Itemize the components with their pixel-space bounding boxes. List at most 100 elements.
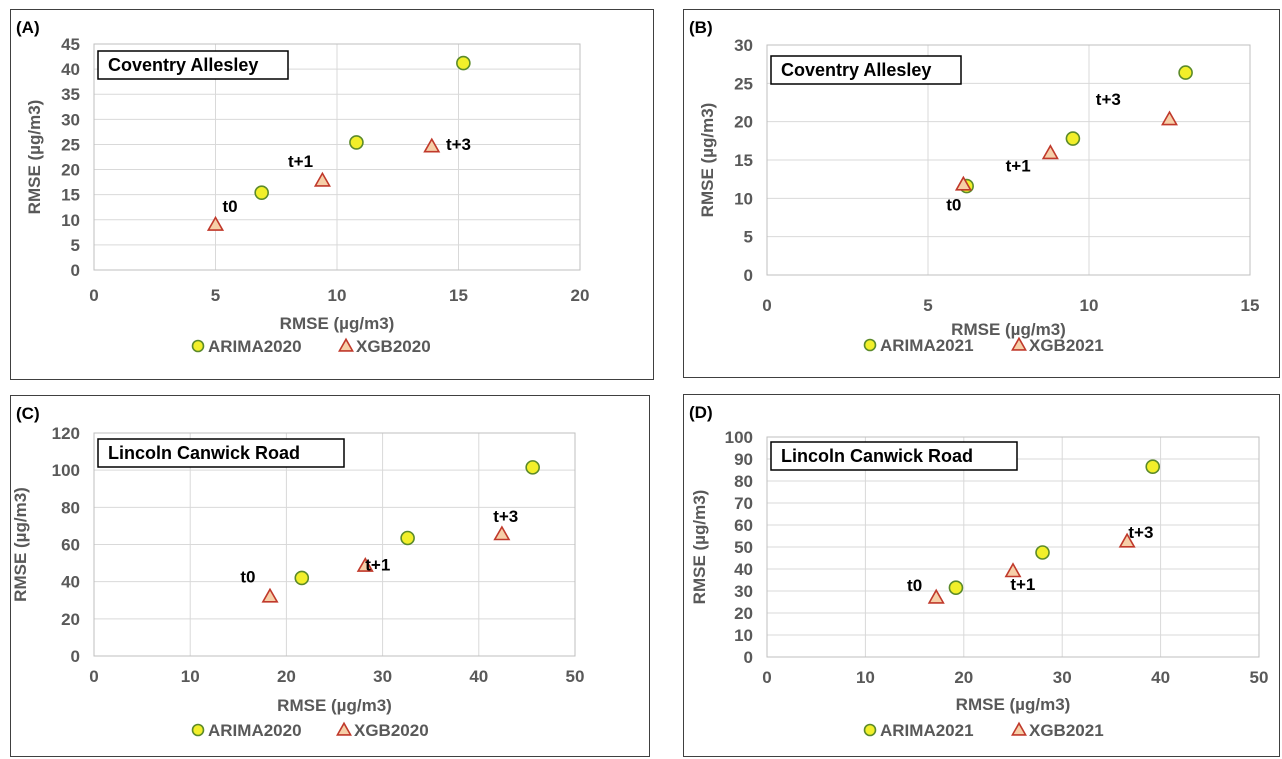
y-tick-label: 100 (725, 428, 753, 447)
x-tick-label: 20 (277, 667, 296, 686)
y-tick-label: 10 (734, 626, 753, 645)
x-tick-label: 10 (1080, 296, 1099, 315)
point-xgb2021 (1161, 110, 1178, 126)
x-axis-title: RMSE (µg/m3) (956, 695, 1071, 714)
station-label: Coventry Allesley (108, 55, 258, 75)
x-axis-title: RMSE (µg/m3) (280, 314, 395, 333)
point-xgb2020 (261, 587, 279, 603)
y-tick-label: 20 (61, 610, 80, 629)
panel-label: (B) (689, 18, 713, 37)
legend-marker-arima2020 (191, 339, 205, 353)
point-annotation: t+3 (1096, 90, 1121, 109)
y-tick-label: 35 (61, 85, 80, 104)
point-xgb2020 (313, 171, 331, 187)
y-axis-title: RMSE (µg/m3) (690, 490, 709, 605)
legend-label: ARIMA2020 (208, 337, 302, 356)
x-tick-label: 5 (211, 286, 220, 305)
y-axis-title: RMSE (µg/m3) (11, 487, 30, 602)
x-axis-title: RMSE (µg/m3) (951, 320, 1066, 339)
plot-area (766, 44, 1251, 276)
point-xgb2021 (1118, 532, 1136, 548)
point-arima2021 (948, 580, 964, 595)
legend-marker-arima2020 (191, 723, 205, 737)
legend-marker-xgb2021 (1011, 336, 1027, 351)
x-tick-label: 5 (923, 296, 932, 315)
y-tick-label: 40 (734, 560, 753, 579)
plot-area (766, 436, 1260, 658)
y-tick-label: 40 (61, 573, 80, 592)
y-tick-label: 45 (61, 35, 80, 54)
y-tick-label: 60 (734, 516, 753, 535)
legend-label: XGB2020 (356, 337, 431, 356)
x-tick-label: 0 (89, 286, 98, 305)
plot-area (93, 43, 581, 271)
y-axis-title: RMSE (µg/m3) (25, 100, 44, 215)
y-tick-label: 80 (734, 472, 753, 491)
legend-label: ARIMA2021 (880, 721, 974, 740)
x-axis-title: RMSE (µg/m3) (277, 696, 392, 715)
legend-marker-arima2021 (863, 723, 877, 737)
point-arima2020 (254, 185, 269, 200)
panel-d: 0 10 20 30 40 50 60 70 80 90 100 0 10 20 30 40 50 RMSE (µ… (683, 394, 1280, 757)
station-label: Lincoln Canwick Road (781, 446, 973, 466)
point-annotation: t+1 (288, 152, 313, 171)
point-annotation: t+1 (1006, 157, 1031, 176)
panel-a: 0 5 10 15 20 25 30 35 40 45 0 5 10 15 20 RMSE (µg/m3) RM… (10, 9, 654, 380)
panel-label: (A) (16, 18, 40, 37)
legend-marker-arima2021 (863, 338, 877, 352)
legend-marker-xgb2021 (1011, 721, 1027, 736)
x-tick-label: 30 (373, 667, 392, 686)
y-tick-label: 5 (71, 236, 80, 255)
y-tick-label: 70 (734, 494, 753, 513)
x-tick-label: 15 (449, 286, 468, 305)
point-arima2021 (1145, 459, 1161, 474)
point-arima2021 (1178, 65, 1193, 80)
y-tick-label: 100 (52, 461, 80, 480)
point-annotation: t+3 (493, 507, 518, 526)
point-arima2020 (525, 460, 540, 475)
y-tick-label: 0 (744, 266, 753, 285)
y-tick-label: 20 (734, 604, 753, 623)
legend-marker-xgb2020 (336, 721, 352, 736)
y-tick-label: 90 (734, 450, 753, 469)
legend-label: XGB2021 (1029, 336, 1104, 355)
point-arima2020 (400, 530, 415, 546)
point-annotation: t+3 (1128, 523, 1153, 542)
y-tick-label: 5 (744, 228, 753, 247)
panel-label: (D) (689, 403, 713, 422)
panel-c: 0 20 40 60 80 100 120 0 10 20 30 40 50 RMSE (µg/m3) RM… (10, 395, 650, 757)
x-tick-label: 10 (181, 667, 200, 686)
x-tick-label: 0 (89, 667, 98, 686)
x-tick-label: 15 (1241, 296, 1260, 315)
legend-label: ARIMA2020 (208, 721, 302, 740)
point-xgb2020 (206, 215, 225, 231)
point-annotation: t+1 (365, 556, 390, 575)
point-xgb2021 (927, 588, 945, 604)
station-label-box (97, 438, 345, 468)
point-xgb2020 (423, 137, 441, 153)
point-xgb2021 (1041, 144, 1059, 160)
y-tick-label: 60 (61, 536, 80, 555)
y-tick-label: 80 (61, 498, 80, 517)
x-tick-label: 50 (566, 667, 585, 686)
panel-label: (C) (16, 404, 40, 423)
y-tick-label: 10 (61, 211, 80, 230)
point-arima2020 (294, 570, 310, 586)
point-arima2021 (1065, 131, 1081, 146)
y-tick-label: 10 (734, 189, 753, 208)
x-tick-label: 40 (469, 667, 488, 686)
legend-marker-xgb2020 (338, 337, 354, 352)
point-annotation: t0 (907, 576, 922, 595)
x-tick-label: 50 (1250, 668, 1269, 687)
point-arima2020 (349, 135, 364, 150)
point-xgb2021 (954, 175, 972, 191)
point-xgb2021 (1004, 562, 1022, 578)
station-label: Lincoln Canwick Road (108, 443, 300, 463)
point-xgb2020 (493, 525, 511, 541)
y-tick-label: 0 (71, 261, 80, 280)
point-annotation: t0 (946, 196, 961, 215)
x-tick-label: 10 (856, 668, 875, 687)
station-label-box (770, 55, 962, 85)
x-tick-label: 40 (1151, 668, 1170, 687)
y-tick-label: 25 (734, 74, 753, 93)
